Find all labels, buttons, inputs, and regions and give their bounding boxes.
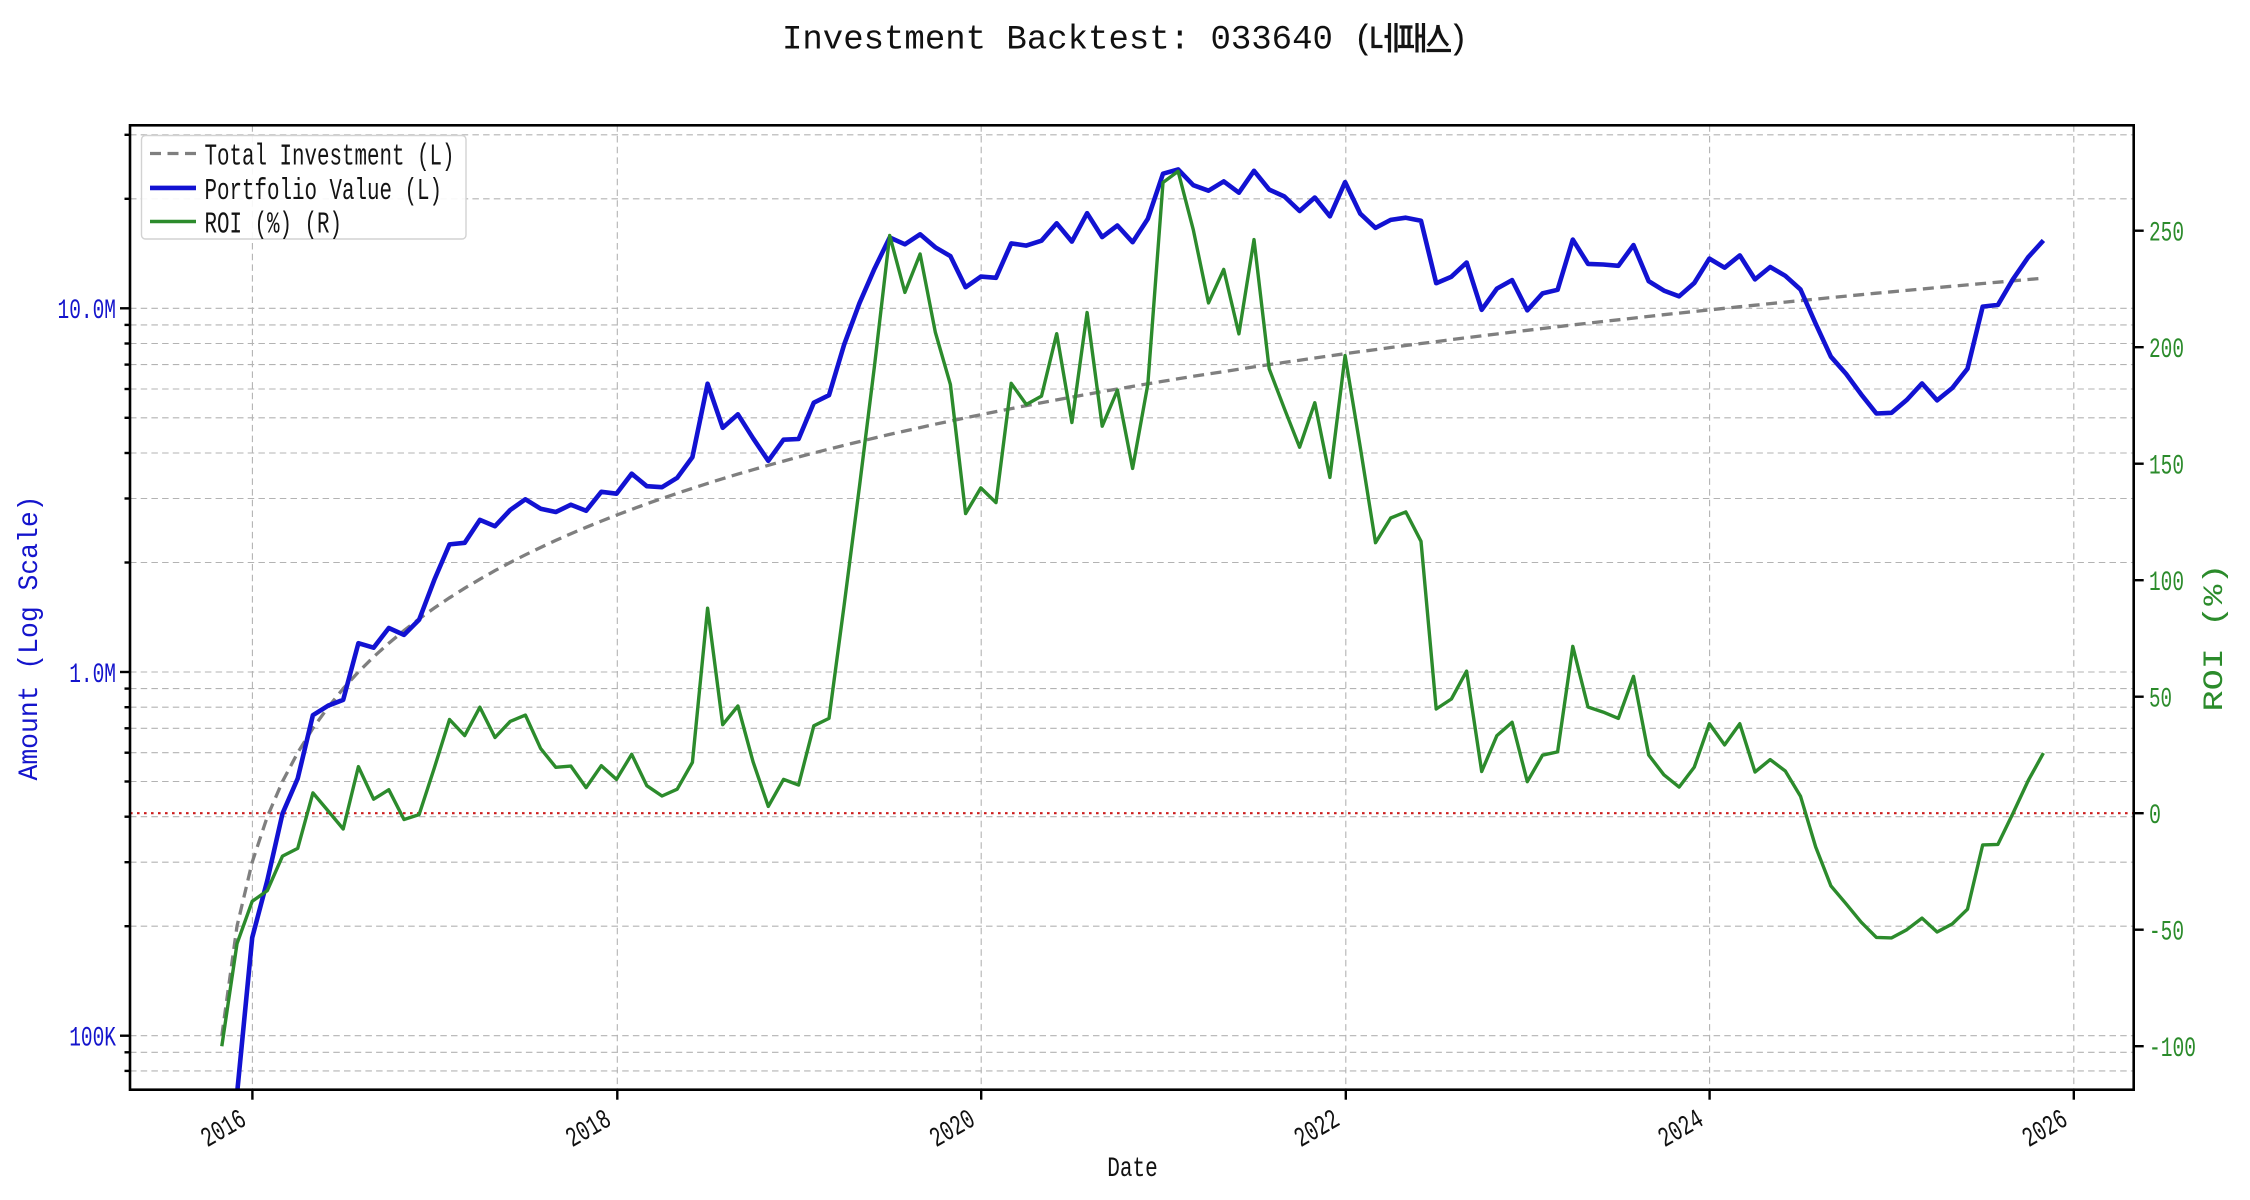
svg-text:1.0M: 1.0M [69, 660, 116, 691]
svg-text:Investment Backtest: 033640 (: Investment Backtest: 033640 ( [782, 22, 1374, 60]
svg-text:150: 150 [2149, 452, 2184, 483]
svg-text:Date: Date [1107, 1154, 1158, 1185]
svg-text:Portfolio Value (L): Portfolio Value (L) [205, 174, 443, 209]
svg-text:100: 100 [2149, 568, 2184, 599]
svg-text:0: 0 [2149, 801, 2161, 832]
svg-text:ROI (%) (R): ROI (%) (R) [205, 207, 343, 242]
svg-text:100K: 100K [69, 1024, 116, 1055]
svg-text:10.0M: 10.0M [58, 296, 117, 327]
svg-text:200: 200 [2149, 335, 2184, 366]
svg-text:): ) [1448, 22, 1468, 60]
svg-text:-100: -100 [2149, 1034, 2196, 1065]
svg-text:-50: -50 [2149, 918, 2184, 949]
svg-text:ROI (%): ROI (%) [2200, 564, 2231, 712]
svg-text:Total Investment (L): Total Investment (L) [205, 140, 455, 175]
svg-text:250: 250 [2149, 219, 2184, 250]
svg-text:Amount (Log Scale): Amount (Log Scale) [15, 496, 46, 781]
svg-text:50: 50 [2149, 685, 2172, 716]
